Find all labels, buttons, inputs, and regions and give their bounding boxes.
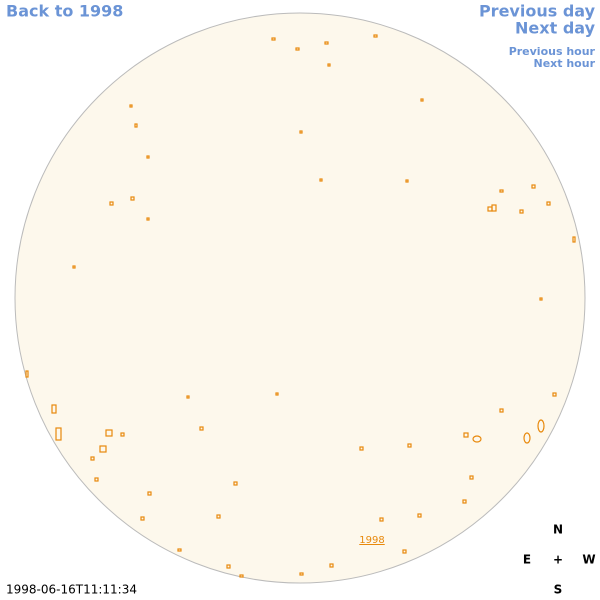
back-link[interactable]: Back to 1998 (6, 2, 123, 21)
next-day-link[interactable]: Next day (515, 19, 596, 38)
compass-west: W (582, 553, 595, 567)
next-hour-link[interactable]: Next hour (534, 57, 596, 70)
compass-north: N (553, 523, 563, 537)
compass-east: E (523, 553, 531, 567)
active-regions (25, 34, 576, 578)
compass: N E + W S (523, 523, 596, 597)
timestamp: 1998-06-16T11:11:34 (6, 583, 137, 597)
compass-center: + (553, 553, 563, 567)
sun-disk (14, 12, 586, 584)
compass-south: S (554, 583, 563, 597)
region-label[interactable]: 1998 (359, 535, 384, 546)
previous-day-link[interactable]: Previous day (479, 2, 596, 21)
previous-hour-link[interactable]: Previous hour (509, 45, 596, 58)
